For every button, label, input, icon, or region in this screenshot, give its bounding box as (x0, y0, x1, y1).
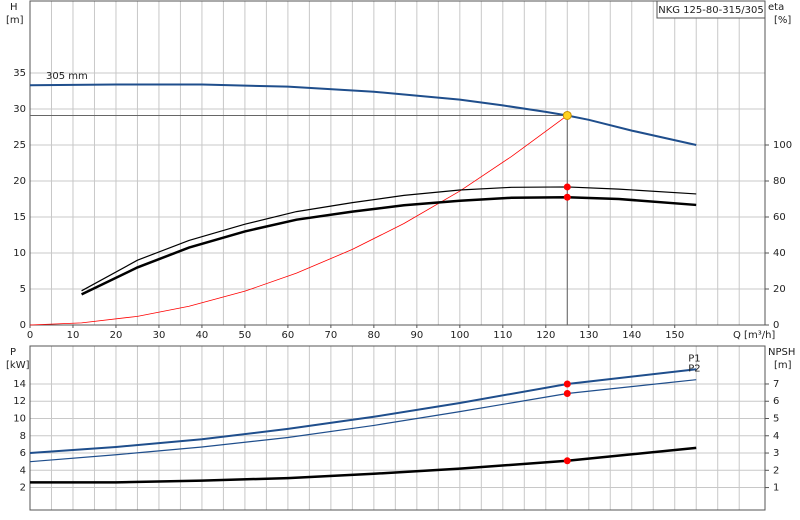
y-tick-label: 2 (20, 483, 26, 494)
plot-frame (29, 0, 766, 326)
y-tick-label: 25 (13, 140, 26, 151)
y-tick-label: 0 (20, 320, 26, 331)
y-tick-label: 6 (20, 448, 26, 459)
y-tick-label: 20 (13, 176, 26, 187)
series-label: P2 (688, 364, 700, 375)
x-tick-label: 40 (196, 330, 209, 341)
y2-axis-unit: [%] (774, 15, 791, 26)
x-tick-label: 10 (67, 330, 80, 341)
x-axis-label: Q [m³/h] (733, 330, 775, 341)
x-tick-label: 120 (536, 330, 555, 341)
y-axis-label: H (10, 2, 18, 13)
y2-tick-label: 100 (773, 140, 792, 151)
y2-tick-label: 0 (773, 320, 779, 331)
operating-marker (563, 183, 571, 191)
plot-frame (29, 345, 766, 511)
y2-tick-label: 60 (773, 212, 786, 223)
y2-axis-label: eta (768, 2, 784, 13)
x-tick-label: 100 (450, 330, 469, 341)
y2-tick-label: 20 (773, 284, 786, 295)
y2-tick-label: 4 (773, 431, 779, 442)
y-tick-label: 4 (20, 465, 26, 476)
y-tick-label: 12 (13, 396, 26, 407)
x-tick-label: 90 (410, 330, 423, 341)
series-label: 305 mm (46, 71, 88, 82)
y2-tick-label: 1 (773, 483, 779, 494)
y2-tick-label: 40 (773, 248, 786, 259)
series-line (81, 186, 697, 292)
x-tick-label: 0 (27, 330, 33, 341)
operating-marker (563, 380, 571, 388)
y2-axis-label: NPSH (768, 347, 795, 358)
x-tick-label: 140 (622, 330, 641, 341)
operating-point (562, 110, 572, 120)
x-tick-label: 130 (579, 330, 598, 341)
x-tick-label: 150 (665, 330, 684, 341)
y-axis-unit: [kW] (6, 360, 30, 371)
x-tick-label: 60 (282, 330, 295, 341)
y-tick-label: 10 (13, 414, 26, 425)
legend-box (656, 0, 766, 19)
y-axis-unit: [m] (6, 15, 24, 26)
y2-tick-label: 5 (773, 414, 779, 425)
y2-tick-label: 2 (773, 465, 779, 476)
operating-marker (563, 457, 571, 465)
legend-title: NKG 125-80-315/305 (658, 5, 764, 16)
x-tick-label: 70 (325, 330, 338, 341)
y2-axis-unit: [m] (774, 360, 792, 371)
series-line (30, 446, 697, 484)
x-tick-label: 50 (239, 330, 252, 341)
series-line (29, 379, 697, 463)
y-tick-label: 14 (13, 379, 26, 390)
y2-tick-label: 80 (773, 176, 786, 187)
operating-marker (563, 389, 571, 397)
series-line (29, 115, 568, 326)
series-label: P1 (688, 353, 700, 364)
x-tick-label: 20 (110, 330, 123, 341)
y-tick-label: 30 (13, 104, 26, 115)
y-tick-label: 10 (13, 248, 26, 259)
series-line (29, 368, 697, 455)
series-line (81, 195, 697, 296)
y-axis-label: P (10, 347, 16, 358)
x-tick-label: 30 (153, 330, 166, 341)
series-line (29, 83, 697, 146)
y2-tick-label: 7 (773, 379, 779, 390)
y-tick-label: 35 (13, 68, 26, 79)
y2-tick-label: 6 (773, 396, 779, 407)
x-tick-label: 110 (493, 330, 512, 341)
y-tick-label: 15 (13, 212, 26, 223)
y-tick-label: 8 (20, 431, 26, 442)
operating-marker (563, 193, 571, 201)
x-tick-label: 80 (367, 330, 380, 341)
y-tick-label: 5 (20, 284, 26, 295)
y2-tick-label: 3 (773, 448, 779, 459)
